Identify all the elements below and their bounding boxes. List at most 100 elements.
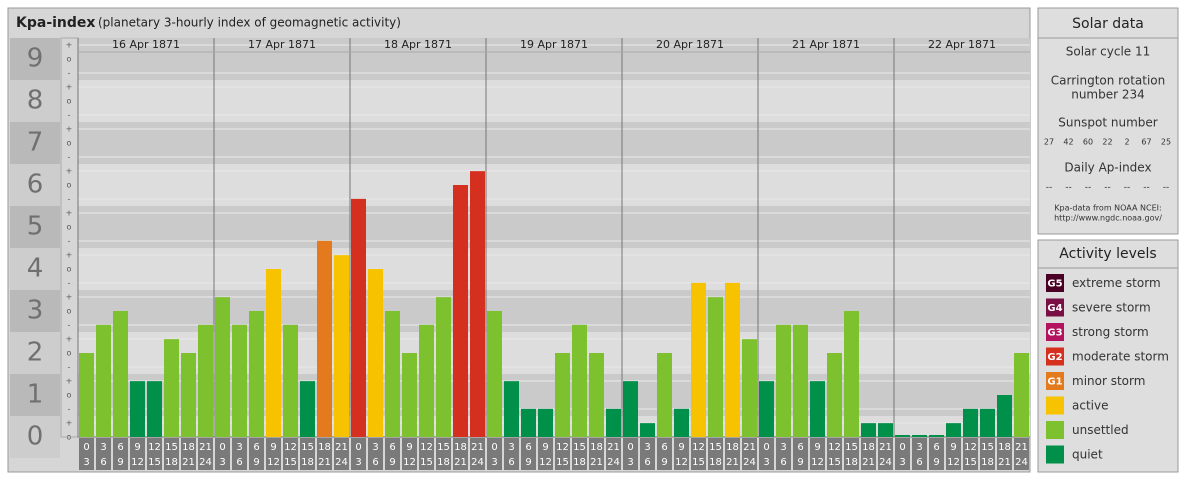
sub-tick-label: -: [68, 363, 71, 372]
time-label: 9: [933, 457, 939, 468]
time-box: [436, 438, 451, 470]
time-label: 21: [862, 457, 875, 468]
time-label: 15: [828, 457, 841, 468]
y-label-box: [10, 416, 60, 458]
band: [78, 248, 1030, 290]
time-label: 3: [644, 442, 650, 453]
ap-title: Daily Ap-index: [1064, 161, 1151, 175]
y-tick-label: 6: [27, 170, 44, 200]
time-label: 18: [165, 457, 178, 468]
subtitle: (planetary 3-hourly index of geomagnetic…: [98, 16, 401, 30]
time-label: 18: [318, 442, 331, 453]
ap-value: --: [1143, 183, 1150, 193]
time-label: 9: [134, 442, 140, 453]
source: Kpa-data from NOAA NCEI:: [1054, 204, 1161, 213]
band: [78, 122, 1030, 164]
time-label: 6: [508, 457, 514, 468]
time-box: [79, 438, 94, 470]
levels-title: Activity levels: [1059, 246, 1156, 262]
time-box: [980, 438, 995, 470]
y-tick-label: 2: [27, 338, 44, 368]
time-label: 12: [675, 457, 688, 468]
y-label-box: [10, 164, 60, 206]
time-label: 0: [763, 442, 769, 453]
time-box: [113, 438, 128, 470]
legend-code: G1: [1047, 377, 1062, 388]
time-label: 18: [998, 442, 1011, 453]
time-label: 12: [539, 457, 552, 468]
sunspot-title: Sunspot number: [1058, 116, 1157, 130]
time-box: [776, 438, 791, 470]
time-box: [351, 438, 366, 470]
time-label: 24: [471, 457, 484, 468]
time-box: [606, 438, 621, 470]
time-box: [232, 438, 247, 470]
time-box: [164, 438, 179, 470]
time-label: 3: [219, 457, 225, 468]
bar: [572, 324, 587, 437]
time-label: 15: [420, 457, 433, 468]
time-label: 6: [253, 442, 259, 453]
sub-tick-label: o: [67, 349, 72, 358]
sunspot: 22: [1102, 138, 1112, 147]
bar: [368, 269, 383, 437]
time-label: 9: [797, 457, 803, 468]
time-box: [674, 438, 689, 470]
bar: [963, 408, 978, 437]
time-label: 6: [661, 442, 667, 453]
bar: [198, 324, 213, 437]
bar: [538, 408, 553, 437]
sub-tick-label: o: [67, 307, 72, 316]
time-label: 18: [862, 442, 875, 453]
y-tick-label: 3: [27, 296, 44, 326]
y-tick-label: 1: [27, 380, 44, 410]
time-label: 12: [828, 442, 841, 453]
time-label: 18: [301, 457, 314, 468]
bar: [1014, 353, 1029, 437]
legend-swatch: [1046, 323, 1064, 341]
y-tick-label: 4: [27, 254, 44, 284]
sub-tick-label: -: [68, 321, 71, 330]
time-label: 0: [355, 442, 361, 453]
sub-tick-label: +: [66, 41, 73, 50]
time-label: 0: [899, 442, 905, 453]
bar: [759, 381, 774, 437]
time-label: 3: [83, 457, 89, 468]
time-label: 9: [678, 442, 684, 453]
bar: [470, 171, 485, 437]
time-label: 18: [437, 457, 450, 468]
time-label: 3: [763, 457, 769, 468]
time-label: 18: [981, 457, 994, 468]
time-label: 18: [573, 457, 586, 468]
time-box: [283, 438, 298, 470]
time-label: 15: [165, 442, 178, 453]
bar: [453, 185, 468, 437]
legend-label: minor storm: [1072, 374, 1145, 388]
time-label: 6: [644, 457, 650, 468]
time-box: [844, 438, 859, 470]
time-box: [793, 438, 808, 470]
bar: [96, 324, 111, 437]
time-label: 24: [1015, 457, 1028, 468]
time-label: 15: [981, 442, 994, 453]
time-label: 18: [182, 442, 195, 453]
carrington: Carrington rotation: [1051, 74, 1165, 88]
bar: [164, 339, 179, 437]
time-box: [181, 438, 196, 470]
sub-tick-label: +: [66, 167, 73, 176]
ap-value: --: [1104, 183, 1111, 193]
legend-swatch: [1046, 445, 1064, 464]
bar: [487, 311, 502, 437]
sub-tick-label: -: [68, 195, 71, 204]
time-box: [147, 438, 162, 470]
time-label: 21: [879, 442, 892, 453]
legend-swatch: [1046, 421, 1064, 439]
time-label: 21: [590, 457, 603, 468]
time-box: [810, 438, 825, 470]
time-label: 18: [709, 457, 722, 468]
time-label: 12: [811, 457, 824, 468]
time-box: [640, 438, 655, 470]
time-label: 9: [270, 442, 276, 453]
bar: [793, 324, 808, 437]
